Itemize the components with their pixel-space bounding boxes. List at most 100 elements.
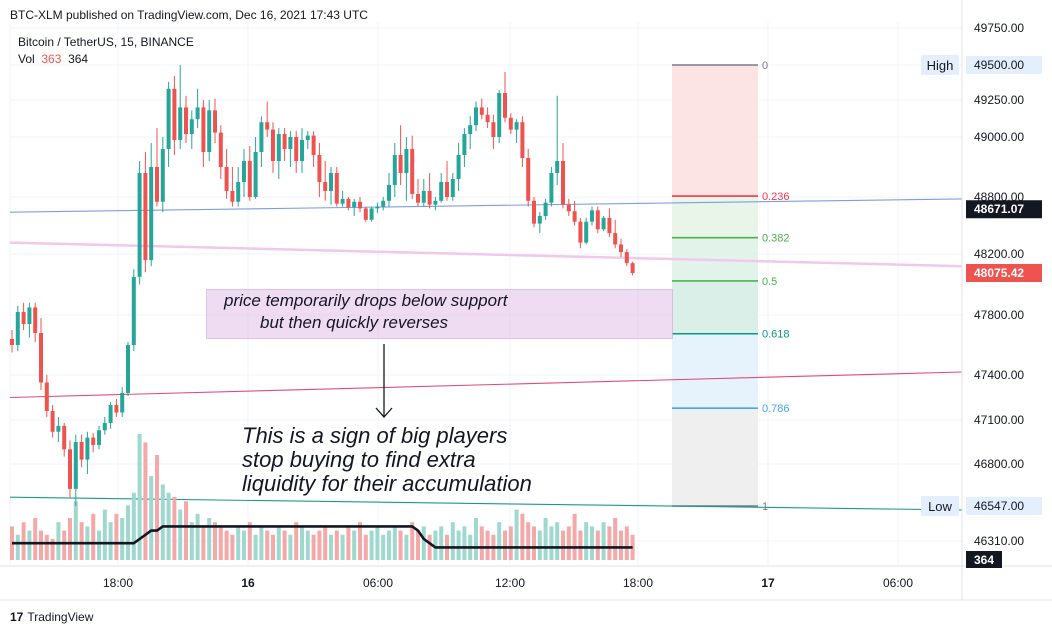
candle-body-101	[595, 210, 600, 230]
volume-bar-39	[236, 526, 241, 560]
volume-legend: Vol 363 364	[18, 52, 88, 66]
candle-body-28	[172, 88, 177, 140]
candle-body-18	[114, 405, 119, 413]
volume-ma-line	[12, 525, 633, 549]
candle-body-70	[416, 194, 420, 203]
volume-bar-65	[387, 530, 391, 560]
fib-zone-4	[672, 333, 758, 409]
price-badge-bg-1	[966, 200, 1042, 219]
fib-zone-0	[672, 65, 758, 197]
candle-body-42	[253, 152, 258, 197]
candle-body-19	[120, 393, 125, 413]
candle-body-91	[537, 216, 542, 224]
y-tick-label-5: 48200.00	[974, 247, 1024, 261]
volume-bar-11	[73, 501, 78, 560]
candle-body-99	[584, 221, 589, 243]
fib-level-label-0.382: 0.382	[762, 233, 790, 245]
volume-bar-71	[421, 526, 426, 560]
candle-body-25	[155, 167, 159, 202]
y-tick-label-3: 49000.00	[974, 130, 1024, 144]
volume-bar-22	[137, 434, 142, 560]
volume-bar-8	[56, 522, 61, 560]
volume-bar-24	[149, 476, 154, 560]
candle-body-1	[15, 311, 20, 345]
candle-body-76	[450, 179, 455, 197]
fib-level-label-0.236: 0.236	[762, 191, 790, 203]
volume-bar-12	[79, 522, 84, 560]
candle-body-17	[108, 405, 113, 423]
candle-body-51	[305, 135, 310, 140]
candle-body-33	[201, 107, 206, 152]
candle-body-21	[131, 276, 136, 345]
volume-bar-82	[485, 530, 490, 560]
candle-body-90	[532, 200, 536, 224]
volume-bar-31	[189, 522, 194, 560]
volume-bar-51	[305, 530, 310, 560]
candle-body-9	[62, 425, 67, 450]
candle-body-52	[311, 135, 316, 155]
volume-value-2: 364	[68, 52, 89, 66]
volume-bar-32	[195, 513, 200, 560]
candle-body-97	[572, 211, 577, 222]
annotation-arrow[interactable]	[375, 344, 393, 418]
volume-bar-44	[265, 530, 270, 560]
candle-body-107	[630, 263, 635, 274]
volume-bar-48	[288, 534, 293, 560]
candle-body-12	[79, 442, 84, 460]
volume-bar-84	[497, 522, 502, 560]
annotation-text[interactable]: This is a sign of big players stop buyin…	[242, 424, 532, 496]
candle-body-81	[479, 107, 484, 115]
volume-badge-value: 364	[974, 553, 994, 567]
candle-body-45	[271, 129, 275, 161]
volume-bar-90	[532, 526, 536, 560]
candle-body-87	[514, 122, 519, 130]
volume-bar-88	[520, 513, 525, 560]
volume-bar-56	[334, 530, 339, 560]
volume-bar-58	[346, 526, 351, 560]
symbol-title: Bitcoin / TetherUS, 15, BINANCE	[18, 35, 194, 49]
volume-bar-77	[456, 530, 461, 560]
volume-bar-19	[120, 518, 125, 560]
volume-bar-52	[311, 534, 316, 560]
volume-bar-98	[578, 530, 583, 560]
candle-body-32	[195, 107, 200, 120]
volume-bar-18	[114, 513, 119, 560]
volume-bar-59	[352, 530, 357, 560]
candle-body-79	[468, 125, 473, 135]
candle-body-55	[329, 173, 333, 191]
volume-bar-16	[102, 509, 107, 560]
price-tag-bg-0	[921, 55, 959, 75]
candle-body-20	[126, 345, 130, 393]
tradingview-brand[interactable]: 17 TradingView	[10, 610, 93, 624]
volume-bar-85	[503, 530, 507, 560]
y-tick-label-7: 47400.00	[974, 368, 1024, 382]
volume-bar-9	[62, 530, 67, 560]
volume-label: Vol	[18, 52, 35, 66]
volume-bar-66	[392, 526, 397, 560]
y-tick-label-2: 49250.00	[974, 93, 1024, 107]
volume-bar-73	[433, 530, 438, 560]
candle-body-48	[288, 137, 293, 149]
volume-bar-70	[416, 530, 420, 560]
volume-bar-15	[97, 530, 101, 560]
volume-bar-92	[543, 518, 548, 560]
volume-bar-36	[218, 526, 223, 560]
volume-bar-81	[479, 526, 484, 560]
volume-bar-54	[323, 526, 328, 560]
volume-bar-101	[595, 530, 600, 560]
price-badge-value-3: 46547.00	[974, 499, 1024, 513]
candle-body-74	[439, 182, 444, 201]
candle-body-80	[474, 107, 478, 126]
volume-bar-78	[462, 526, 467, 560]
fib-level-label-0.786: 0.786	[762, 403, 790, 415]
candle-body-44	[265, 122, 270, 130]
volume-bar-2	[21, 522, 26, 560]
volume-bar-62	[369, 530, 374, 560]
price-badge-value-0: 49500.00	[974, 58, 1024, 72]
volume-bar-38	[230, 534, 235, 560]
annotation-box[interactable]: price temporarily drops below support bu…	[206, 289, 673, 339]
candle-body-78	[462, 134, 467, 155]
volume-bar-93	[549, 526, 554, 560]
